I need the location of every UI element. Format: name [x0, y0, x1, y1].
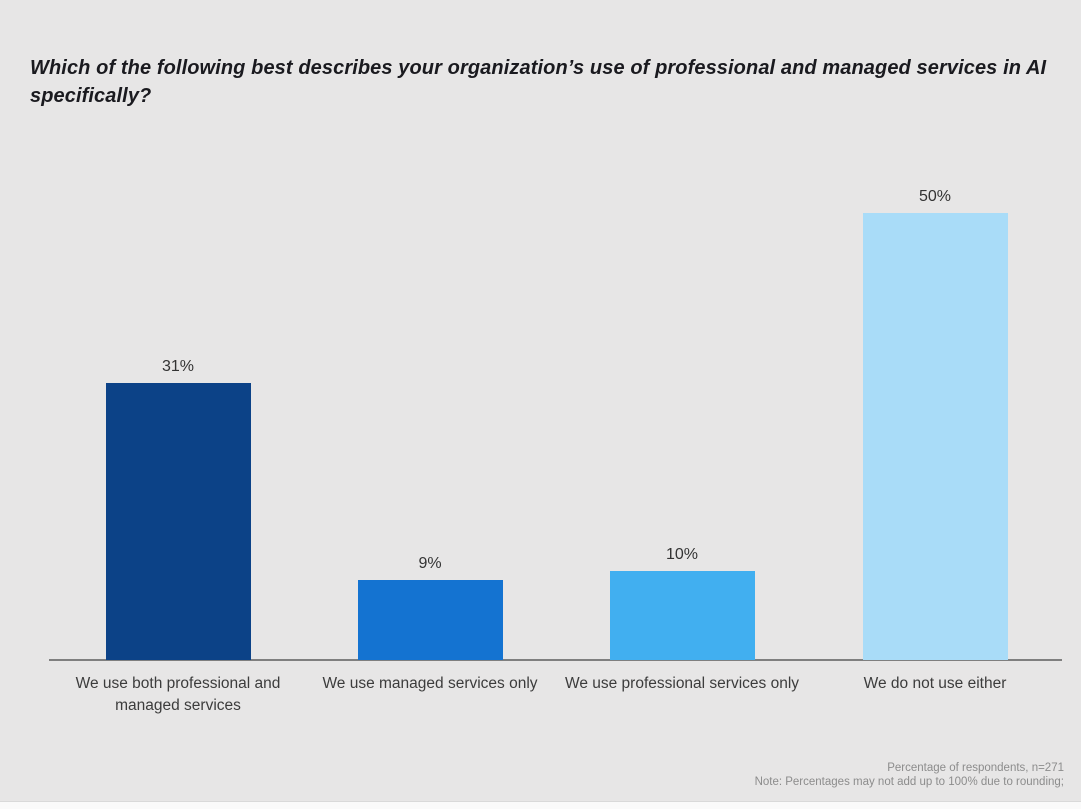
- bar-value-label-4: 50%: [918, 188, 952, 205]
- bar-value-label-3: 10%: [665, 546, 699, 563]
- bar-category-label-1: We use both professional and managed ser…: [75, 675, 281, 714]
- footnote-line-2: Note: Percentages may not add up to 100%…: [754, 776, 1064, 788]
- x-axis-line: [49, 659, 1062, 661]
- bar-2: [357, 580, 503, 660]
- footnote-line-1: Percentage of respondents, n=271: [887, 762, 1064, 774]
- bar-1: [105, 383, 251, 660]
- slide-bottom-edge: [0, 801, 1081, 809]
- chart-title: Which of the following best describes yo…: [30, 57, 1047, 107]
- bar-category-label-3: We use professional services only: [564, 675, 800, 692]
- bar-3: [609, 571, 755, 660]
- bar-value-label-1: 31%: [161, 358, 195, 375]
- bar-value-label-2: 9%: [418, 555, 442, 572]
- footnote: Percentage of respondents, n=271 Note: P…: [755, 761, 1064, 789]
- bar-4: [862, 213, 1008, 660]
- bar-category-label-2: We use managed services only: [322, 675, 538, 692]
- bar-category-label-4: We do not use either: [863, 675, 1007, 692]
